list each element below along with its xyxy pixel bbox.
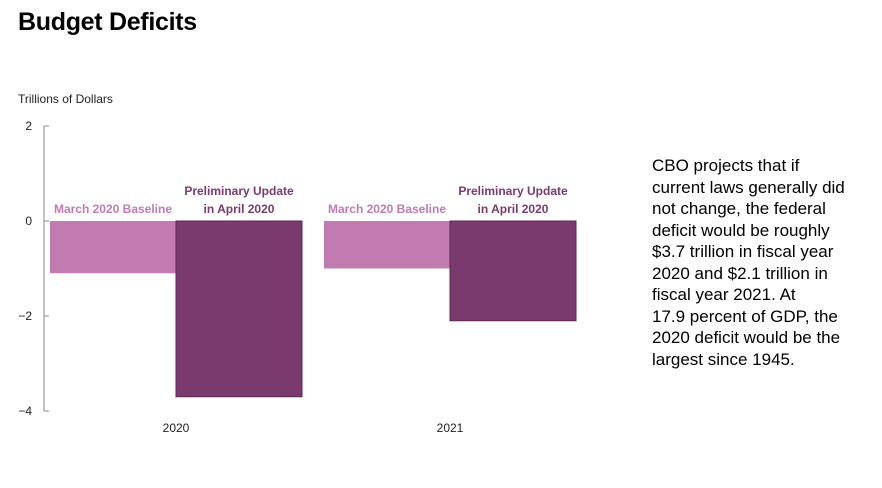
bar-label: in April 2020 <box>478 202 549 216</box>
bar-label: Preliminary Update <box>184 184 294 198</box>
note-line: 2020 and $2.1 trillion in <box>652 263 828 283</box>
bar-label: March 2020 Baseline <box>54 202 172 216</box>
note-line: fiscal year 2021. At <box>652 285 796 304</box>
bar-label: Preliminary Update <box>458 184 568 198</box>
bar <box>324 221 450 269</box>
y-tick-label: 0 <box>25 214 32 228</box>
bar-label: in April 2020 <box>204 202 275 216</box>
summary-note: CBO projects that if current laws genera… <box>652 155 867 370</box>
note-line: CBO projects that if <box>652 156 800 175</box>
chart-title: Budget Deficits <box>18 8 197 36</box>
bar <box>50 221 176 274</box>
note-line: deficit would be roughly <box>652 220 830 240</box>
y-tick-label: −4 <box>18 404 32 418</box>
note-line: largest since 1945. <box>652 349 795 369</box>
x-tick-label: 2020 <box>163 421 190 435</box>
y-tick-label: −2 <box>18 309 32 323</box>
y-axis-label: Trillions of Dollars <box>18 92 113 106</box>
note-line: 17.9 percent of GDP, the <box>652 306 838 326</box>
y-tick-label: 2 <box>25 119 32 133</box>
x-tick-label: 2021 <box>437 421 464 435</box>
bar <box>175 220 303 398</box>
note-line: current laws generally did <box>652 177 845 197</box>
note-line: 2020 deficit would be the <box>652 328 841 347</box>
bar-label: March 2020 Baseline <box>328 202 446 216</box>
bar <box>449 220 577 322</box>
note-line: not change, the federal <box>652 199 826 218</box>
note-line: $3.7 trillion in fiscal year <box>652 242 834 261</box>
